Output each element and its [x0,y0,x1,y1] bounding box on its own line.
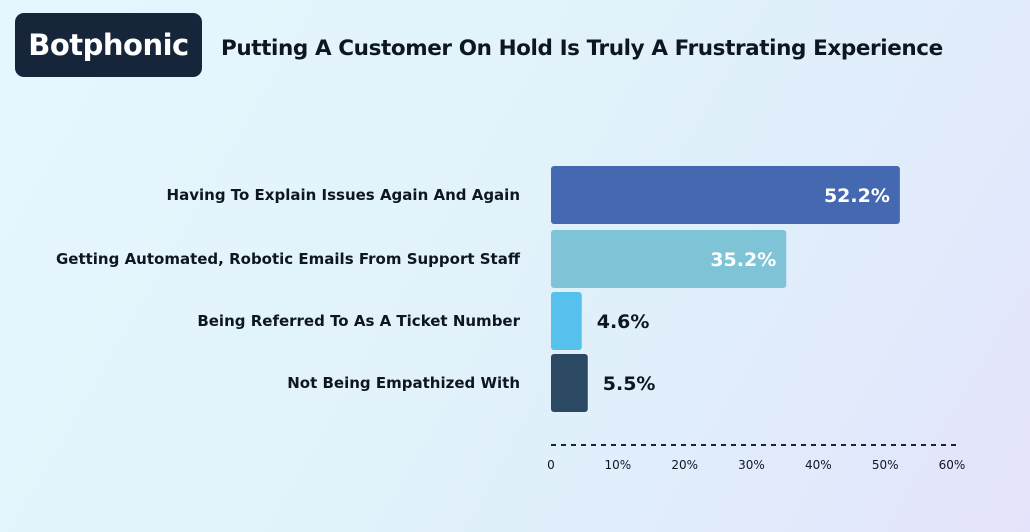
tick-label-0: 0 [547,458,555,472]
category-label-2: Getting Automated, Robotic Emails From S… [56,250,521,268]
tick-label-4: 40% [805,458,832,472]
bar-4 [551,354,588,412]
category-label-4: Not Being Empathized With [287,374,520,392]
bar-1 [551,166,900,224]
tick-label-3: 30% [738,458,765,472]
brand-name: Botphonic [28,28,189,62]
tick-label-2: 20% [671,458,698,472]
brand-logo: Botphonic [15,13,202,77]
value-label-2: 35.2% [710,249,776,271]
value-label-1: 52.2% [824,185,890,207]
chart-title: Putting A Customer On Hold Is Truly A Fr… [221,36,943,61]
bar-3 [551,292,582,350]
category-label-3: Being Referred To As A Ticket Number [197,312,520,330]
value-label-4: 5.5% [603,373,656,395]
tick-label-5: 50% [872,458,899,472]
bar-2 [551,230,787,288]
tick-label-6: 60% [939,458,966,472]
category-label-1: Having To Explain Issues Again And Again [167,186,520,204]
tick-label-1: 10% [604,458,631,472]
value-label-3: 4.6% [597,311,650,333]
